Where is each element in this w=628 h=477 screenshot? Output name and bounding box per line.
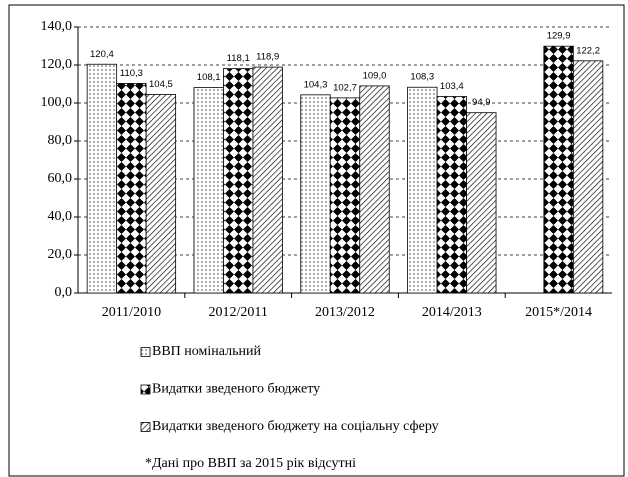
legend-label: Видатки зведеного бюджету	[152, 382, 320, 397]
x-tick-label: 2014/2013	[422, 305, 482, 320]
value-label: 118,1	[227, 53, 250, 64]
value-label: 104,3	[304, 79, 328, 90]
y-tick-label: 80,0	[48, 133, 73, 148]
bar	[359, 85, 390, 294]
x-tick-label: 2015*/2014	[525, 305, 592, 320]
value-label: 129,9	[547, 31, 571, 42]
y-tick-label: 120,0	[41, 57, 73, 72]
x-tick-label: 2012/2011	[209, 305, 268, 320]
bar	[329, 97, 361, 294]
value-label: 104,5	[149, 79, 173, 90]
legend-label: Видатки зведеного бюджету на соціальну с…	[152, 419, 439, 434]
bar	[223, 68, 254, 294]
legend-swatch	[140, 347, 151, 357]
bar	[543, 45, 574, 294]
value-label: 108,1	[197, 72, 221, 83]
annotation: *Дані про ВВП за 2015 рік відсутні	[145, 456, 356, 471]
bar	[572, 60, 604, 294]
y-tick-label: 60,0	[48, 171, 73, 186]
legend-label: ВВП номінальний	[152, 344, 261, 359]
value-label: 122,2	[576, 45, 600, 56]
bar	[300, 94, 331, 294]
bar	[466, 112, 497, 294]
y-tick-label: 100,0	[41, 95, 73, 110]
value-label: 118,9	[256, 52, 279, 63]
x-tick-label: 2011/2010	[102, 305, 161, 320]
bar	[86, 63, 118, 294]
value-label: 120,4	[90, 49, 114, 60]
bar	[116, 83, 147, 294]
value-label: 94,9	[472, 97, 491, 108]
bar	[407, 86, 438, 294]
value-label: 110,3	[120, 68, 143, 79]
value-label: 102,7	[333, 82, 357, 93]
bar	[252, 66, 283, 294]
x-tick-label: 2013/2012	[315, 305, 375, 320]
y-tick-label: 20,0	[48, 247, 73, 262]
frame	[8, 4, 625, 477]
legend-swatch	[140, 422, 151, 432]
legend-swatch	[140, 384, 151, 395]
y-tick-label: 140,0	[41, 19, 73, 34]
value-label: 109,0	[363, 70, 387, 81]
value-label: 103,4	[440, 81, 464, 92]
y-tick-label: 40,0	[48, 209, 73, 224]
bar	[436, 96, 467, 294]
value-label: 108,3	[410, 72, 434, 83]
bar	[193, 87, 224, 294]
bar	[145, 94, 177, 294]
y-tick-label: 0,0	[55, 285, 73, 300]
